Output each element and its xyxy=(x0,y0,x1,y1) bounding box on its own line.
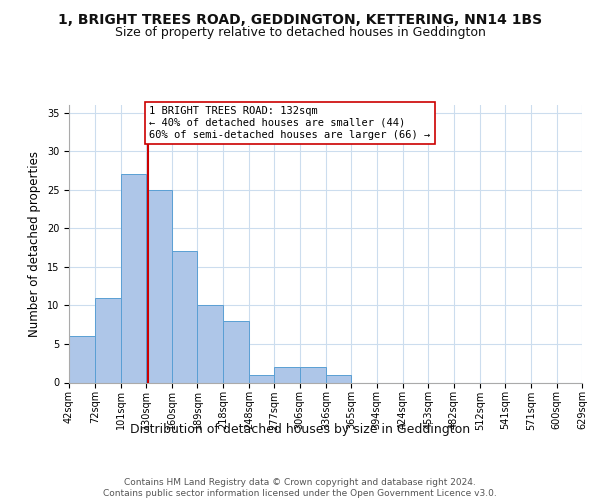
Bar xyxy=(274,367,300,382)
Bar xyxy=(249,375,274,382)
Bar xyxy=(69,336,95,382)
Bar xyxy=(121,174,146,382)
Text: Size of property relative to detached houses in Geddington: Size of property relative to detached ho… xyxy=(115,26,485,39)
Text: Distribution of detached houses by size in Geddington: Distribution of detached houses by size … xyxy=(130,422,470,436)
Y-axis label: Number of detached properties: Number of detached properties xyxy=(28,151,41,337)
Bar xyxy=(300,367,326,382)
Bar xyxy=(95,298,121,382)
Text: 1, BRIGHT TREES ROAD, GEDDINGTON, KETTERING, NN14 1BS: 1, BRIGHT TREES ROAD, GEDDINGTON, KETTER… xyxy=(58,12,542,26)
Bar xyxy=(146,190,172,382)
Text: Contains HM Land Registry data © Crown copyright and database right 2024.
Contai: Contains HM Land Registry data © Crown c… xyxy=(103,478,497,498)
Bar xyxy=(326,375,351,382)
Bar xyxy=(223,321,249,382)
Text: 1 BRIGHT TREES ROAD: 132sqm
← 40% of detached houses are smaller (44)
60% of sem: 1 BRIGHT TREES ROAD: 132sqm ← 40% of det… xyxy=(149,106,431,140)
Bar xyxy=(197,306,223,382)
Bar xyxy=(172,252,197,382)
